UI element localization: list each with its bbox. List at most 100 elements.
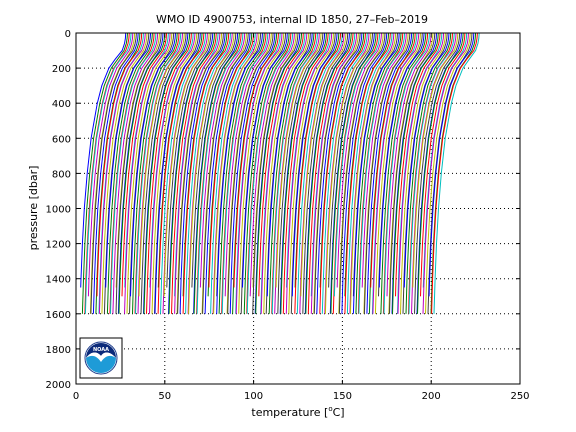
profile-line <box>112 32 159 314</box>
profile-line <box>221 32 269 314</box>
profile-line <box>90 32 137 314</box>
profile-lines <box>80 32 480 314</box>
x-tick-label: 150 <box>333 391 352 402</box>
profile-line <box>349 32 397 314</box>
x-tick-label: 100 <box>244 391 263 402</box>
profile-line <box>238 32 285 314</box>
profile-line <box>361 32 407 288</box>
profile-line <box>106 32 153 314</box>
profile-line <box>242 32 288 288</box>
profile-line <box>271 32 318 314</box>
profile-line <box>87 32 134 297</box>
profile-line <box>235 32 283 314</box>
noaa-logo-sea <box>86 355 116 373</box>
profile-line <box>188 32 235 314</box>
chart-title: WMO ID 4900753, internal ID 1850, 27–Feb… <box>156 13 428 26</box>
profile-line <box>246 32 294 314</box>
profile-line <box>193 32 240 314</box>
profile-line <box>260 32 308 314</box>
profile-line <box>370 32 416 288</box>
profile-line <box>280 32 327 314</box>
profile-line <box>395 32 441 297</box>
profile-line <box>313 32 361 314</box>
profile-line <box>130 32 176 297</box>
x-tick-label: 250 <box>510 391 529 402</box>
profile-line <box>132 32 178 314</box>
profile-line <box>304 32 350 314</box>
profile-line <box>204 32 251 314</box>
profile-line <box>199 32 246 288</box>
profile-line <box>374 32 421 314</box>
noaa-logo: NOAA <box>79 337 123 379</box>
profile-line <box>110 32 157 314</box>
profile-line <box>202 32 249 314</box>
y-tick-label: 800 <box>52 169 71 180</box>
profile-line <box>310 32 358 314</box>
profile-line <box>154 32 199 314</box>
profile-line <box>233 32 279 288</box>
profile-line <box>285 32 333 314</box>
profile-line <box>266 32 313 297</box>
profile-line <box>154 32 201 314</box>
profile-line <box>149 32 194 288</box>
profile-line <box>277 32 324 314</box>
profile-line <box>336 32 382 288</box>
y-tick-label: 400 <box>52 99 71 110</box>
profile-line <box>166 32 212 288</box>
profile-line <box>252 32 297 288</box>
profile-line <box>263 32 310 314</box>
profile-line <box>305 32 352 314</box>
profile-line <box>196 32 244 314</box>
profile-line <box>333 32 381 297</box>
profile-line <box>174 32 221 314</box>
profile-line <box>218 32 265 314</box>
profile-line <box>182 32 230 314</box>
profile-line <box>249 32 295 297</box>
profile-line <box>81 32 128 314</box>
profile-line <box>226 32 272 314</box>
profile-line <box>207 32 253 297</box>
x-axis-label-degree: o <box>328 405 332 413</box>
profile-line <box>416 32 462 314</box>
x-axis-label: temperature [oC] <box>251 405 344 419</box>
profile-line <box>201 32 247 314</box>
x-tick-label: 50 <box>158 391 171 402</box>
profile-line <box>294 32 342 314</box>
profile-line <box>316 32 363 314</box>
profile-line <box>146 32 192 314</box>
profile-line <box>397 32 445 314</box>
profile-line <box>427 32 473 314</box>
profile-line <box>275 32 322 288</box>
profile-line <box>372 32 420 314</box>
profile-line <box>422 32 468 288</box>
x-tick-labels: 0 50 100 150 200 250 <box>73 391 530 402</box>
y-tick-label: 200 <box>52 64 71 75</box>
profile-line <box>227 32 274 314</box>
profile-line <box>310 32 356 297</box>
profile-line <box>221 32 267 314</box>
profile-line <box>300 32 347 297</box>
profile-line <box>171 32 217 314</box>
profile-line <box>428 32 475 297</box>
profile-line <box>224 32 271 297</box>
profile-line <box>368 32 414 314</box>
profile-line <box>355 32 402 314</box>
y-tick-label: 1000 <box>46 205 71 216</box>
profile-line <box>366 32 413 314</box>
profile-line <box>258 32 304 297</box>
profile-line <box>149 32 196 314</box>
y-tick-label: 1400 <box>46 275 71 286</box>
profile-line <box>422 32 469 314</box>
profile-line <box>84 32 130 314</box>
y-tick-labels: 0 200 400 600 800 1000 1200 1400 1600 1800 2000 <box>46 29 71 391</box>
profile-line <box>143 32 189 314</box>
profile-line <box>274 32 320 314</box>
profile-line <box>105 32 152 288</box>
profile-line <box>140 32 187 314</box>
profile-line <box>344 32 391 314</box>
profile-line <box>89 32 136 314</box>
profile-line <box>121 32 168 297</box>
y-tick-label: 2000 <box>46 380 71 391</box>
profile-line <box>232 32 278 314</box>
